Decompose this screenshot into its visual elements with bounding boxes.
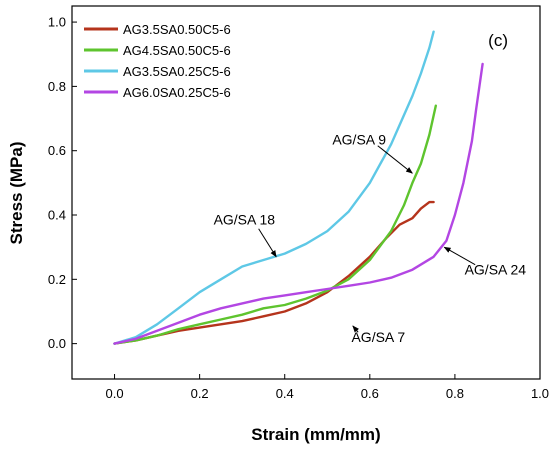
series-line-3 [113, 30, 435, 345]
series-lines [113, 30, 484, 345]
legend-label-series-4: AG6.0SA0.25C5-6 [123, 85, 231, 100]
annotation-arrow [443, 246, 476, 266]
y-axis-title: Stress (MPa) [7, 142, 26, 245]
panel-label: (c) [488, 31, 508, 50]
annotation-label: AG/SA 9 [332, 131, 386, 147]
y-tick-label: 0.2 [48, 272, 66, 287]
x-tick-label: 0.0 [106, 386, 124, 401]
series-line-2 [113, 104, 437, 345]
annotation-arrow [258, 228, 277, 258]
annotation-label: AG/SA 18 [214, 212, 276, 228]
x-tick-label: 0.2 [191, 386, 209, 401]
annotation-label: AG/SA 7 [351, 329, 405, 345]
legend-label-series-1: AG3.5SA0.50C5-6 [123, 22, 231, 37]
x-tick-label: 1.0 [531, 386, 549, 401]
x-axis-ticks: 0.0 0.2 0.4 0.6 0.8 1.0 [106, 374, 549, 401]
y-axis-ticks: 0.0 0.2 0.4 0.6 0.8 1.0 [48, 15, 77, 351]
annotation-label: AG/SA 24 [465, 261, 527, 277]
y-tick-label: 0.0 [48, 336, 66, 351]
x-axis-title: Strain (mm/mm) [251, 425, 380, 444]
series-line-1 [113, 200, 435, 345]
annotation-arrow [377, 145, 413, 174]
x-tick-label: 0.8 [446, 386, 464, 401]
y-tick-label: 0.4 [48, 208, 66, 223]
x-tick-label: 0.4 [276, 386, 294, 401]
series-line-4 [113, 62, 484, 345]
annotations: AG/SA 9 AG/SA 18 AG/SA 7 AG/SA 24 [214, 131, 527, 345]
legend-label-series-2: AG4.5SA0.50C5-6 [123, 43, 231, 58]
legend-label-series-3: AG3.5SA0.25C5-6 [123, 64, 231, 79]
y-tick-label: 1.0 [48, 15, 66, 30]
legend: AG3.5SA0.50C5-6 AG4.5SA0.50C5-6 AG3.5SA0… [84, 22, 231, 100]
plot-frame [71, 5, 541, 380]
annotation-arrow [352, 325, 360, 333]
x-tick-label: 0.6 [361, 386, 379, 401]
y-tick-label: 0.8 [48, 79, 66, 94]
y-tick-label: 0.6 [48, 143, 66, 158]
